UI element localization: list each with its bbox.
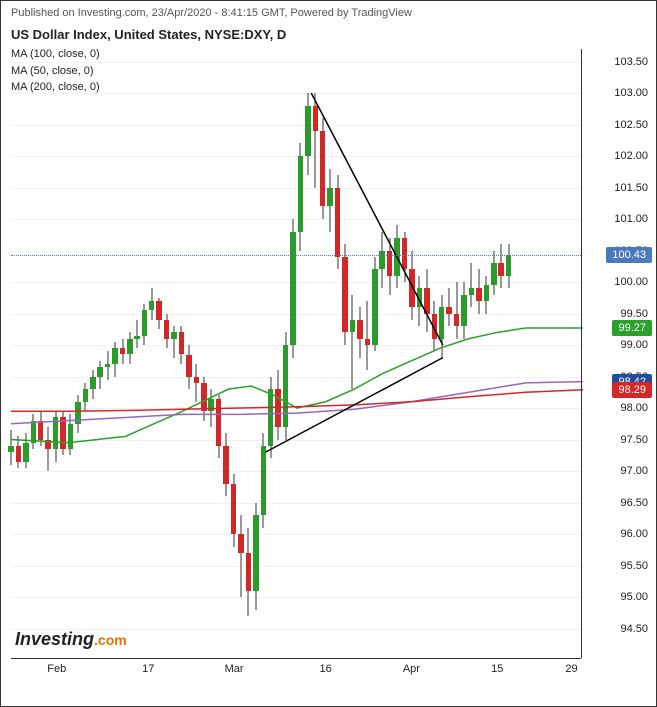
y-tick-label: 103.50: [614, 56, 648, 68]
publish-header: Published on Investing.com, 23/Apr/2020 …: [1, 1, 656, 25]
gridline: [11, 188, 581, 189]
gridline: [11, 471, 581, 472]
y-tick-label: 96.50: [620, 497, 648, 509]
price-label: 100.43: [606, 247, 652, 263]
x-tick-label: 16: [319, 663, 331, 675]
gridline: [11, 566, 581, 567]
x-axis: Feb 17 Mar 16 Apr 15 29: [11, 658, 581, 706]
logo: Investing.com: [15, 629, 127, 650]
y-tick-label: 102.00: [614, 150, 648, 162]
x-tick-label: Mar: [225, 663, 244, 675]
gridline: [11, 219, 581, 220]
y-tick-label: 99.50: [620, 308, 648, 320]
gridline: [11, 125, 581, 126]
x-tick-label: 15: [491, 663, 503, 675]
price-label: 99.27: [612, 320, 652, 336]
y-tick-label: 99.00: [620, 339, 648, 351]
gridline: [11, 534, 581, 535]
y-tick-label: 100.00: [614, 276, 648, 288]
y-tick-label: 101.50: [614, 182, 648, 194]
x-tick-label: Apr: [403, 663, 420, 675]
gridline: [11, 597, 581, 598]
y-tick-label: 96.00: [620, 528, 648, 540]
x-tick-label: Feb: [47, 663, 66, 675]
y-tick-label: 94.50: [620, 623, 648, 635]
y-tick-label: 95.50: [620, 560, 648, 572]
gridline: [11, 93, 581, 94]
current-price-line: [11, 255, 581, 256]
gridline: [11, 440, 581, 441]
y-axis: 94.50 95.00 95.50 96.00 96.50 97.00 97.50 98.00…: [581, 49, 656, 658]
gridline: [11, 156, 581, 157]
chart-title: US Dollar Index, United States, NYSE:DXY…: [1, 25, 656, 46]
x-tick-label: 17: [142, 663, 154, 675]
plot-area[interactable]: [11, 49, 581, 658]
logo-suffix: .com: [94, 632, 127, 648]
x-tick-label: 29: [565, 663, 577, 675]
gridline: [11, 282, 581, 283]
chart-container: Published on Investing.com, 23/Apr/2020 …: [0, 0, 657, 707]
logo-brand: Investing: [15, 629, 94, 649]
gridline: [11, 408, 581, 409]
y-tick-label: 97.50: [620, 434, 648, 446]
y-tick-label: 95.00: [620, 591, 648, 603]
gridline: [11, 377, 581, 378]
y-tick-label: 101.00: [614, 213, 648, 225]
gridline: [11, 629, 581, 630]
gridline: [11, 503, 581, 504]
y-tick-label: 102.50: [614, 119, 648, 131]
price-label: 98.29: [612, 382, 652, 398]
y-tick-label: 103.00: [614, 87, 648, 99]
y-tick-label: 97.00: [620, 465, 648, 477]
gridline: [11, 345, 581, 346]
gridline: [11, 62, 581, 63]
overlay-svg: [11, 49, 583, 660]
gridline: [11, 251, 581, 252]
y-tick-label: 98.00: [620, 402, 648, 414]
ma-line-ma100: [11, 382, 583, 424]
gridline: [11, 314, 581, 315]
